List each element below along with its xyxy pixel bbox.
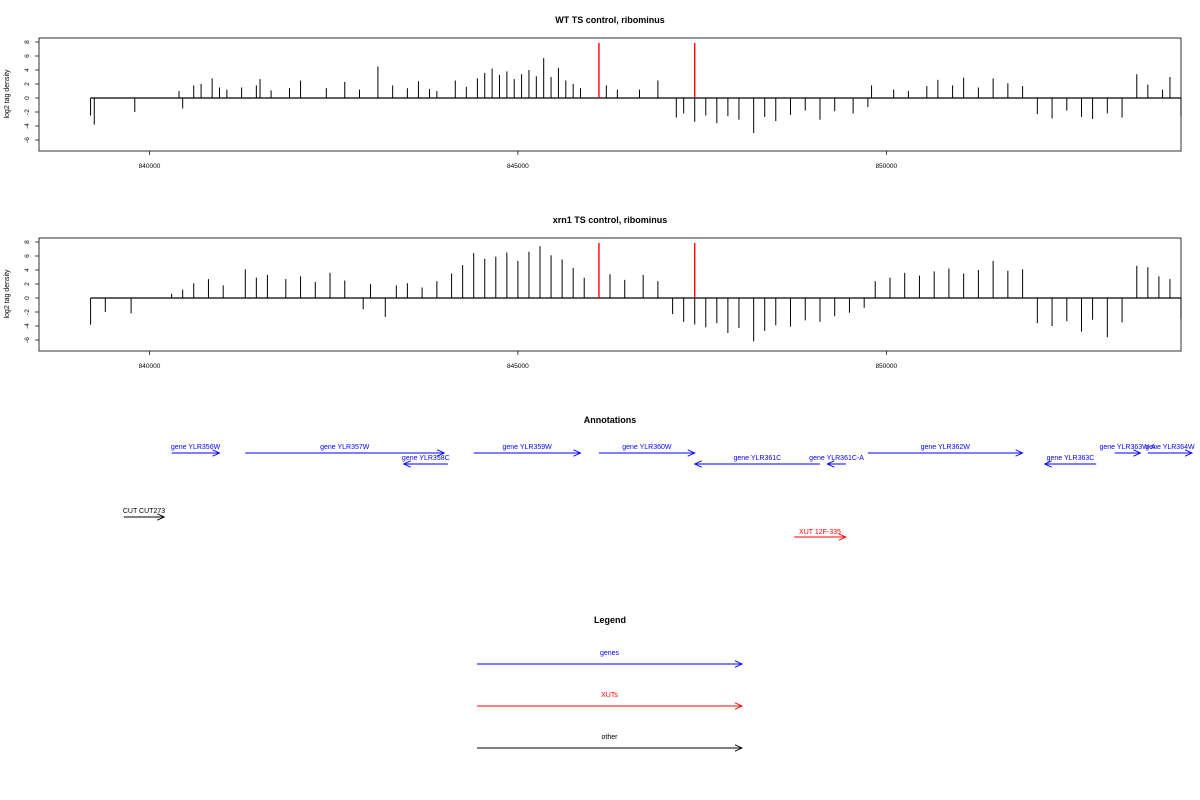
- x-tick-label: 850000: [875, 363, 897, 370]
- xrn1-markers: [598, 243, 696, 298]
- gene-arrow: [693, 460, 820, 468]
- legend-label: XUTs: [601, 692, 618, 699]
- xrn1-y-axis: -6 -4 -2 0 2 4 6 8: [24, 240, 39, 343]
- xrn1-x-axis: 840000 845000 850000: [139, 351, 898, 370]
- gene-arrow: [171, 449, 221, 457]
- gene-label: gene YLR360W: [622, 444, 672, 451]
- legend-arrow: [477, 660, 744, 668]
- wt-markers: [598, 43, 696, 98]
- y-tick-label: 0: [24, 296, 31, 300]
- gene-arrow: [1147, 449, 1194, 457]
- y-tick-label: -6: [24, 137, 31, 143]
- wt-x-axis: 840000 845000 850000: [139, 151, 898, 170]
- gene-arrow: [1043, 460, 1097, 468]
- gene-label: gene YLR364W: [1145, 444, 1195, 451]
- legend-label: other: [602, 734, 619, 741]
- y-tick-label: 6: [24, 54, 31, 58]
- gene-arrow: [402, 460, 448, 468]
- wt-density-bars: [90, 58, 1182, 133]
- xut-arrow: [794, 533, 847, 541]
- y-tick-label: 6: [24, 254, 31, 258]
- annotations-track: Annotations gene YLR356W gene YLR357Wgene…: [123, 415, 1195, 541]
- cut-arrow: [123, 513, 166, 521]
- legend-arrow: [477, 702, 744, 710]
- y-tick-label: -6: [24, 337, 31, 343]
- y-tick-label: -2: [24, 109, 31, 115]
- x-tick-label: 840000: [139, 363, 161, 370]
- gene-label: gene YLR362W: [921, 444, 971, 451]
- gene-arrow: [1114, 449, 1142, 457]
- gene-label: gene YLR361C: [733, 455, 781, 462]
- legend-title: Legend: [594, 615, 626, 625]
- gene-arrow: [826, 460, 846, 468]
- xrn1-panel-title: xrn1 TS control, ribominus: [553, 215, 668, 225]
- gene-label: gene YLR359W: [502, 444, 552, 451]
- xrn1-density-bars: [90, 246, 1182, 342]
- y-tick-label: -4: [24, 323, 31, 329]
- y-tick-label: 8: [24, 40, 31, 44]
- xut-label: XUT 12F-335: [799, 529, 841, 536]
- wt-panel-title: WT TS control, ribominus: [555, 15, 665, 25]
- legend: Legend genes XUTs other: [477, 615, 744, 752]
- gene-annotations: gene YLR356W gene YLR357W gene YLR358C gene…: [171, 444, 1195, 468]
- gene-label: gene YLR363C: [1047, 455, 1095, 462]
- xrn1-y-axis-label: log2 tag density: [4, 269, 11, 319]
- y-tick-label: 4: [24, 268, 31, 272]
- wt-y-axis-label: log2 tag density: [4, 69, 11, 119]
- gene-label: gene YLR358C: [402, 455, 450, 462]
- x-tick-label: 845000: [507, 363, 529, 370]
- xrn1-density-panel: xrn1 TS control, ribominus log2 tag dens…: [4, 215, 1182, 370]
- gene-label: gene YLR356W: [171, 444, 221, 451]
- gene-arrow: [473, 449, 582, 457]
- y-tick-label: -4: [24, 123, 31, 129]
- y-tick-label: 0: [24, 96, 31, 100]
- wt-y-axis: -6 -4 -2 0 2 4 6 8: [24, 40, 39, 143]
- xut-annotations: XUT 12F-335: [794, 529, 847, 541]
- y-tick-label: 2: [24, 282, 31, 286]
- cut-label: CUT CUT273: [123, 508, 165, 515]
- y-tick-label: -2: [24, 309, 31, 315]
- y-tick-label: 2: [24, 82, 31, 86]
- y-tick-label: 8: [24, 240, 31, 244]
- legend-items: genes XUTs other: [477, 650, 744, 752]
- gene-label: gene YLR357W: [320, 444, 370, 451]
- gene-arrow: [867, 449, 1024, 457]
- x-tick-label: 850000: [875, 163, 897, 170]
- x-tick-label: 840000: [139, 163, 161, 170]
- gene-arrow: [245, 449, 446, 457]
- wt-density-panel: WT TS control, ribominus log2 tag densit…: [4, 15, 1182, 170]
- legend-arrow: [477, 744, 744, 752]
- cut-annotations: CUT CUT273: [123, 508, 166, 521]
- y-tick-label: 4: [24, 68, 31, 72]
- x-tick-label: 845000: [507, 163, 529, 170]
- wt-plot-frame: [38, 37, 1182, 152]
- gene-arrow: [598, 449, 696, 457]
- xrn1-plot-frame: [38, 237, 1182, 352]
- gene-label: gene YLR363W-A: [1099, 444, 1155, 451]
- legend-label: genes: [600, 650, 620, 657]
- gene-label: gene YLR361C-A: [809, 455, 864, 462]
- annotations-title: Annotations: [584, 415, 637, 425]
